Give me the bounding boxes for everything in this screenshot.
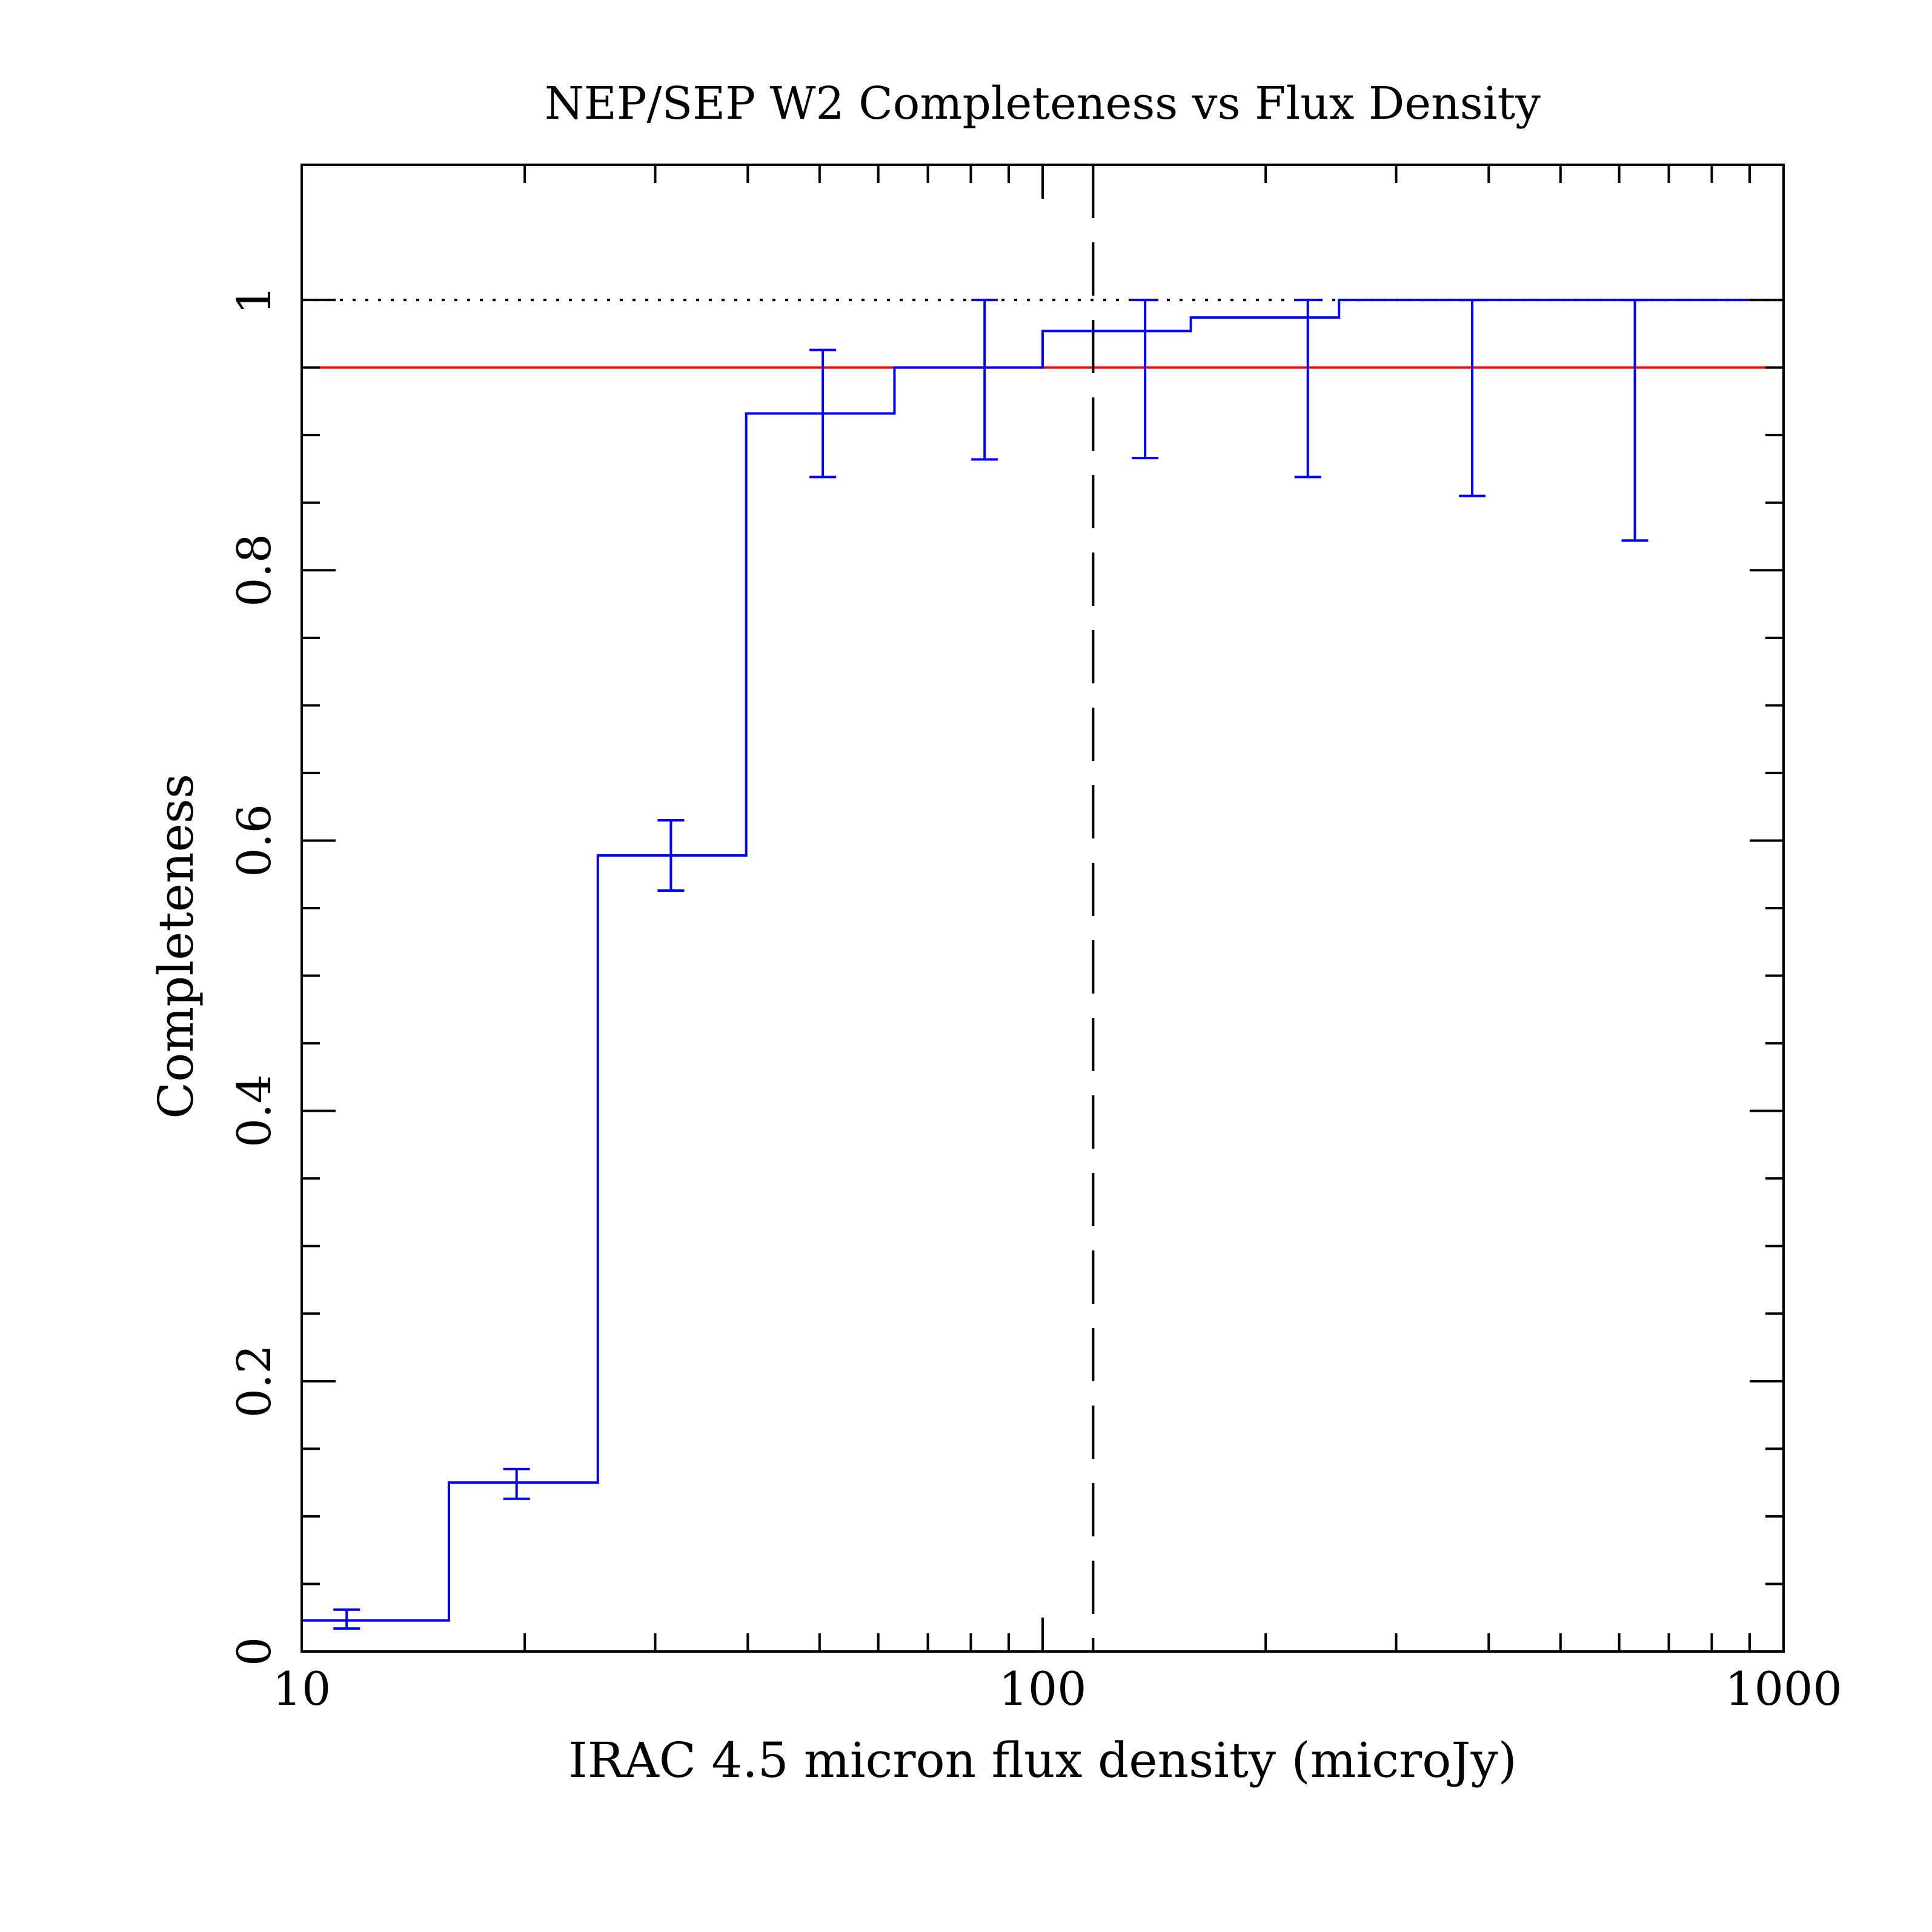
completeness-series — [302, 299, 1784, 1630]
tick-labels: 10 100 1000 0 0.2 0.4 0.6 0.8 1 — [227, 285, 1842, 1716]
y-axis-label: Completeness — [148, 774, 204, 1119]
error-bar — [503, 1467, 530, 1500]
error-bar — [333, 1608, 360, 1630]
error-bar — [809, 348, 837, 479]
y-tick-label: 0.6 — [227, 804, 281, 877]
error-bar — [657, 818, 685, 892]
y-tick-label: 0.2 — [227, 1344, 281, 1418]
x-axis-label: IRAC 4.5 micron flux density (microJy) — [568, 1732, 1517, 1788]
y-tick-label: 0.4 — [227, 1074, 281, 1147]
y-tick-label: 1 — [227, 285, 281, 314]
y-tick-label: 0.8 — [227, 534, 281, 607]
plot-frame — [300, 164, 1785, 1653]
chart-title: NEP/SEP W2 Completeness vs Flux Density — [545, 78, 1541, 130]
y-tick-label: 0 — [227, 1637, 281, 1666]
axis-ticks — [300, 165, 1785, 1653]
x-tick-label: 1000 — [1725, 1662, 1842, 1716]
x-tick-label: 10 — [273, 1662, 331, 1716]
error-bar — [971, 299, 998, 461]
x-tick-label: 100 — [998, 1662, 1086, 1716]
completeness-step-line — [302, 299, 1784, 1622]
error-bar — [1459, 299, 1486, 497]
error-bar — [1294, 299, 1321, 479]
error-bar — [1621, 299, 1648, 542]
error-bar — [1132, 299, 1159, 460]
